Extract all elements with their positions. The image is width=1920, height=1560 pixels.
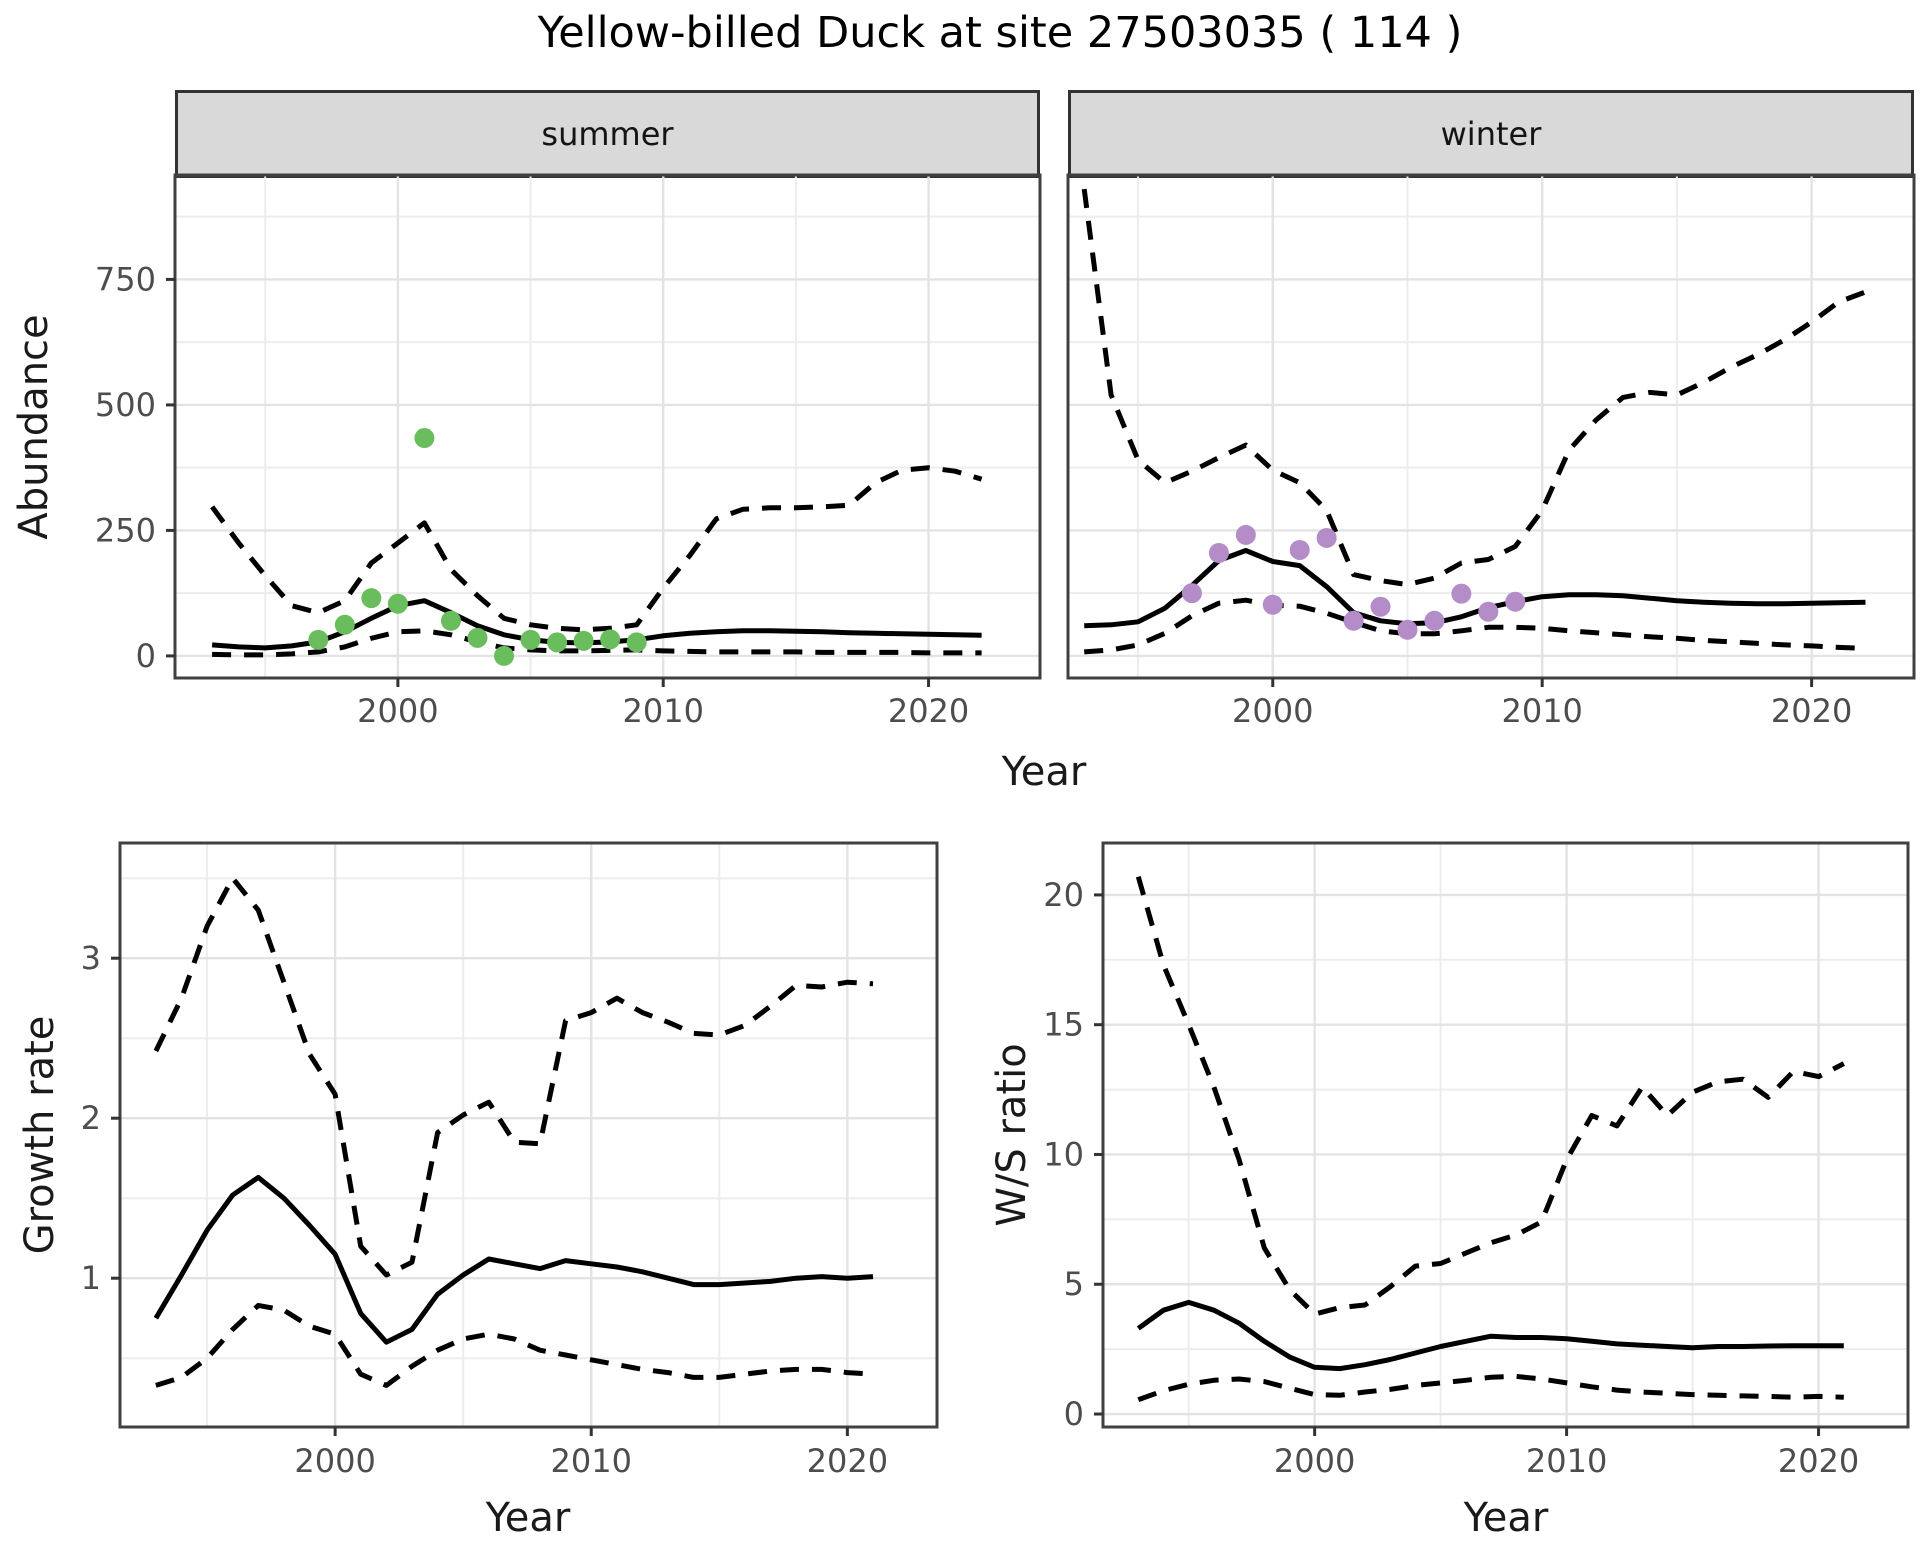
data-point: [1451, 583, 1472, 604]
y-tick-label: 500: [95, 386, 156, 424]
data-point: [308, 629, 329, 650]
data-point: [1316, 527, 1337, 548]
series-group-growth-rate: [153, 875, 874, 1388]
series-upper-ci: [210, 465, 983, 633]
series-observed-counts: [308, 428, 647, 666]
data-point: [573, 630, 594, 651]
axis-ticks-abundance-winter: 2000 2010 2020: [1232, 678, 1852, 730]
data-point: [600, 629, 621, 650]
x-tick-label: 2010: [1526, 1442, 1607, 1480]
panel-border: [1101, 841, 1910, 1429]
facet-strip-winter-label: winter: [1440, 115, 1542, 153]
data-point: [414, 428, 435, 449]
panel-abundance-winter: 2000 2010 2020: [1066, 173, 1916, 730]
series-observed-counts: [1181, 524, 1526, 640]
x-tick-label: 2020: [888, 692, 969, 730]
series-lower-ci: [1137, 1373, 1844, 1403]
facet-strip-summer: summer: [175, 90, 1040, 178]
panel-abundance-summer: 2000 2010 2020 0 250 500 750: [95, 173, 1042, 730]
data-point: [547, 632, 568, 653]
panel-border: [173, 173, 1042, 680]
series-group-abundance-winter: [1081, 188, 1867, 655]
y-axis-title-ws-ratio: W/S ratio: [989, 1043, 1035, 1227]
data-point: [1478, 601, 1499, 622]
x-axis-title-year-growth: Year: [485, 1495, 571, 1541]
series-lower-ci: [1084, 597, 1866, 655]
axis-ticks-growth-rate: 2000 2010 2020 1 2 3: [81, 939, 888, 1480]
gridlines-abundance-winter: [1068, 175, 1914, 678]
y-tick-label: 1: [81, 1259, 101, 1297]
y-tick-label: 20: [1043, 876, 1084, 914]
series-lower-ci: [212, 628, 982, 658]
data-point: [387, 593, 408, 614]
series-median: [1136, 1299, 1844, 1372]
facet-strip-summer-label: summer: [541, 115, 674, 153]
x-tick-label: 2000: [1274, 1442, 1355, 1480]
y-tick-label: 15: [1043, 1006, 1084, 1044]
data-point: [1208, 543, 1229, 564]
y-tick-label: 2: [81, 1099, 101, 1137]
y-tick-label: 5: [1064, 1265, 1084, 1303]
y-tick-label: 10: [1043, 1135, 1084, 1173]
x-tick-label: 2000: [294, 1442, 375, 1480]
axis-ticks-ws-ratio: 2000 2010 2020 0 5 10 15 20: [1043, 876, 1859, 1480]
x-axis-title-year-top: Year: [1001, 749, 1087, 795]
x-tick-label: 2020: [1778, 1442, 1859, 1480]
panel-growth-rate: 2000 2010 2020 1 2 3: [81, 841, 939, 1480]
panel-ws-ratio: 2000 2010 2020 0 5 10 15 20: [1043, 841, 1910, 1480]
series-group-ws-ratio: [1135, 876, 1845, 1403]
x-tick-label: 2020: [1771, 692, 1852, 730]
series-lower-ci: [155, 1302, 874, 1388]
y-axis-title-abundance: Abundance: [11, 314, 57, 540]
data-point: [1370, 596, 1391, 617]
data-point: [334, 614, 355, 635]
data-point: [1289, 539, 1310, 560]
data-point: [1235, 524, 1256, 545]
series-median: [1084, 548, 1866, 629]
data-point: [1262, 594, 1283, 615]
axis-ticks-abundance-summer: 2000 2010 2020 0 250 500 750: [95, 260, 969, 730]
panel-border: [118, 841, 939, 1429]
series-upper-ci: [1081, 188, 1867, 588]
data-point: [361, 588, 382, 609]
series-upper-ci: [153, 875, 874, 1278]
data-point: [1397, 619, 1418, 640]
data-point: [467, 627, 488, 648]
x-tick-label: 2010: [623, 692, 704, 730]
y-tick-label: 3: [81, 939, 101, 977]
data-point: [520, 629, 541, 650]
x-tick-label: 2000: [357, 692, 438, 730]
data-point: [1505, 591, 1526, 612]
x-tick-label: 2020: [807, 1442, 888, 1480]
data-point: [1343, 610, 1364, 631]
panel-border: [1066, 173, 1916, 680]
data-point: [1424, 610, 1445, 631]
y-tick-label: 750: [95, 260, 156, 298]
gridlines-abundance-summer: [175, 175, 1040, 678]
plot-title: Yellow-billed Duck at site 27503035 ( 11…: [537, 8, 1463, 58]
series-group-abundance-summer: [210, 428, 983, 666]
data-point: [1181, 583, 1202, 604]
x-tick-label: 2010: [551, 1442, 632, 1480]
y-axis-title-growth-rate: Growth rate: [17, 1015, 63, 1255]
series-median: [153, 1174, 874, 1345]
series-upper-ci: [1135, 876, 1845, 1317]
x-tick-label: 2000: [1232, 692, 1313, 730]
data-point: [626, 632, 647, 653]
x-axis-title-year-ws: Year: [1463, 1495, 1549, 1541]
gridlines-ws-ratio: [1103, 843, 1908, 1427]
gridlines-growth-rate: [120, 843, 937, 1427]
data-point: [440, 610, 461, 631]
y-tick-label: 0: [1064, 1395, 1084, 1433]
y-tick-label: 0: [136, 637, 156, 675]
data-point: [494, 645, 515, 666]
x-tick-label: 2010: [1501, 692, 1582, 730]
y-tick-label: 250: [95, 511, 156, 549]
